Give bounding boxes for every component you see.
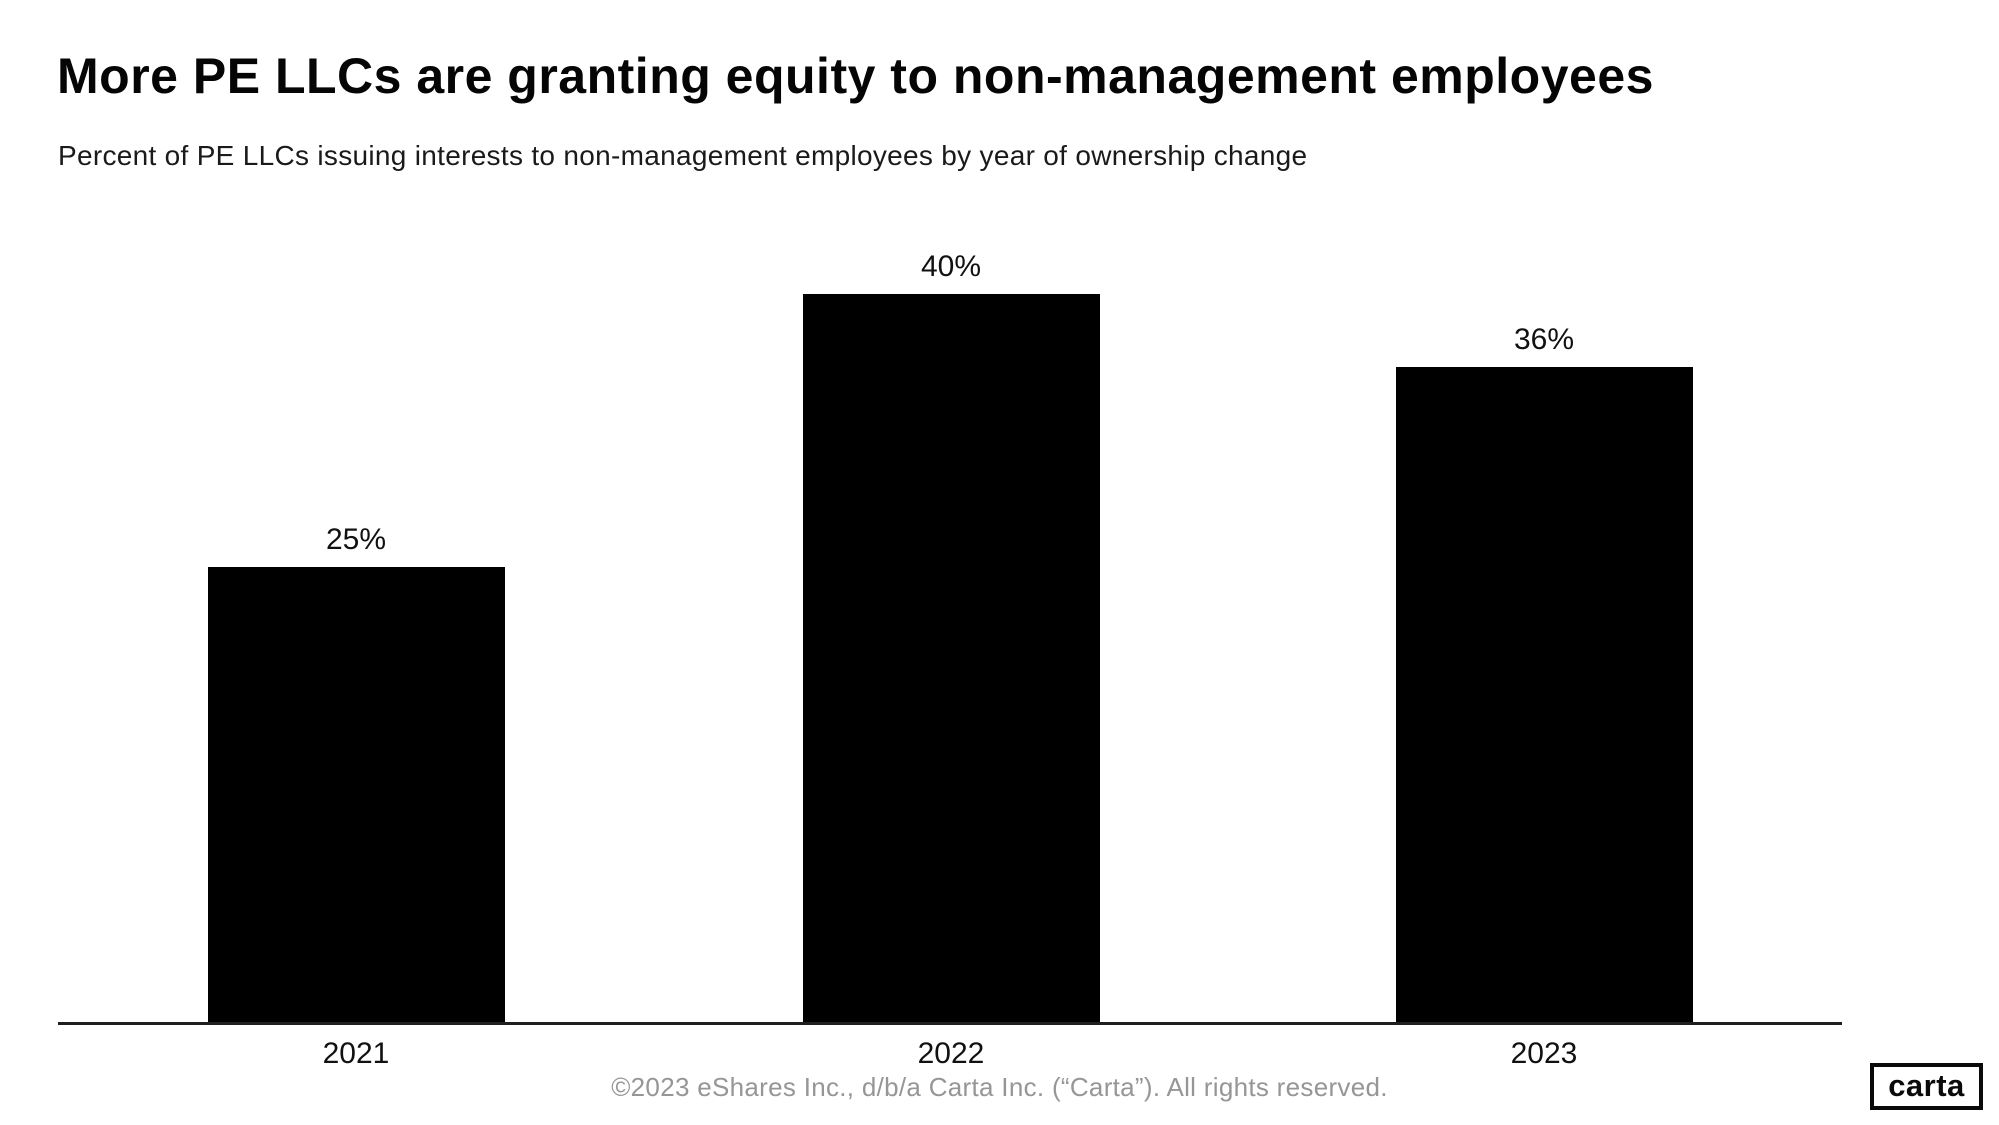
bar-value-label: 40% [920, 250, 982, 283]
carta-logo-text: carta [1888, 1067, 1965, 1103]
bar-2021 [207, 567, 505, 1022]
x-axis-line [58, 1022, 1842, 1025]
x-axis-label: 2021 [322, 1037, 390, 1070]
bar-2022 [802, 294, 1100, 1022]
carta-logo: carta [1870, 1063, 1983, 1110]
chart-title: More PE LLCs are granting equity to non-… [57, 48, 1654, 104]
x-axis-label: 2022 [917, 1037, 985, 1070]
bar-value-label: 25% [325, 523, 387, 556]
bar-2023 [1395, 367, 1693, 1022]
bar-chart: 25% 2021 40% 2022 36% 2023 [58, 200, 1842, 1070]
chart-subtitle: Percent of PE LLCs issuing interests to … [58, 140, 1308, 171]
x-axis-label: 2023 [1510, 1037, 1578, 1070]
bar-value-label: 36% [1513, 323, 1575, 356]
copyright-text: ©2023 eShares Inc., d/b/a Carta Inc. (“C… [611, 1072, 1388, 1102]
